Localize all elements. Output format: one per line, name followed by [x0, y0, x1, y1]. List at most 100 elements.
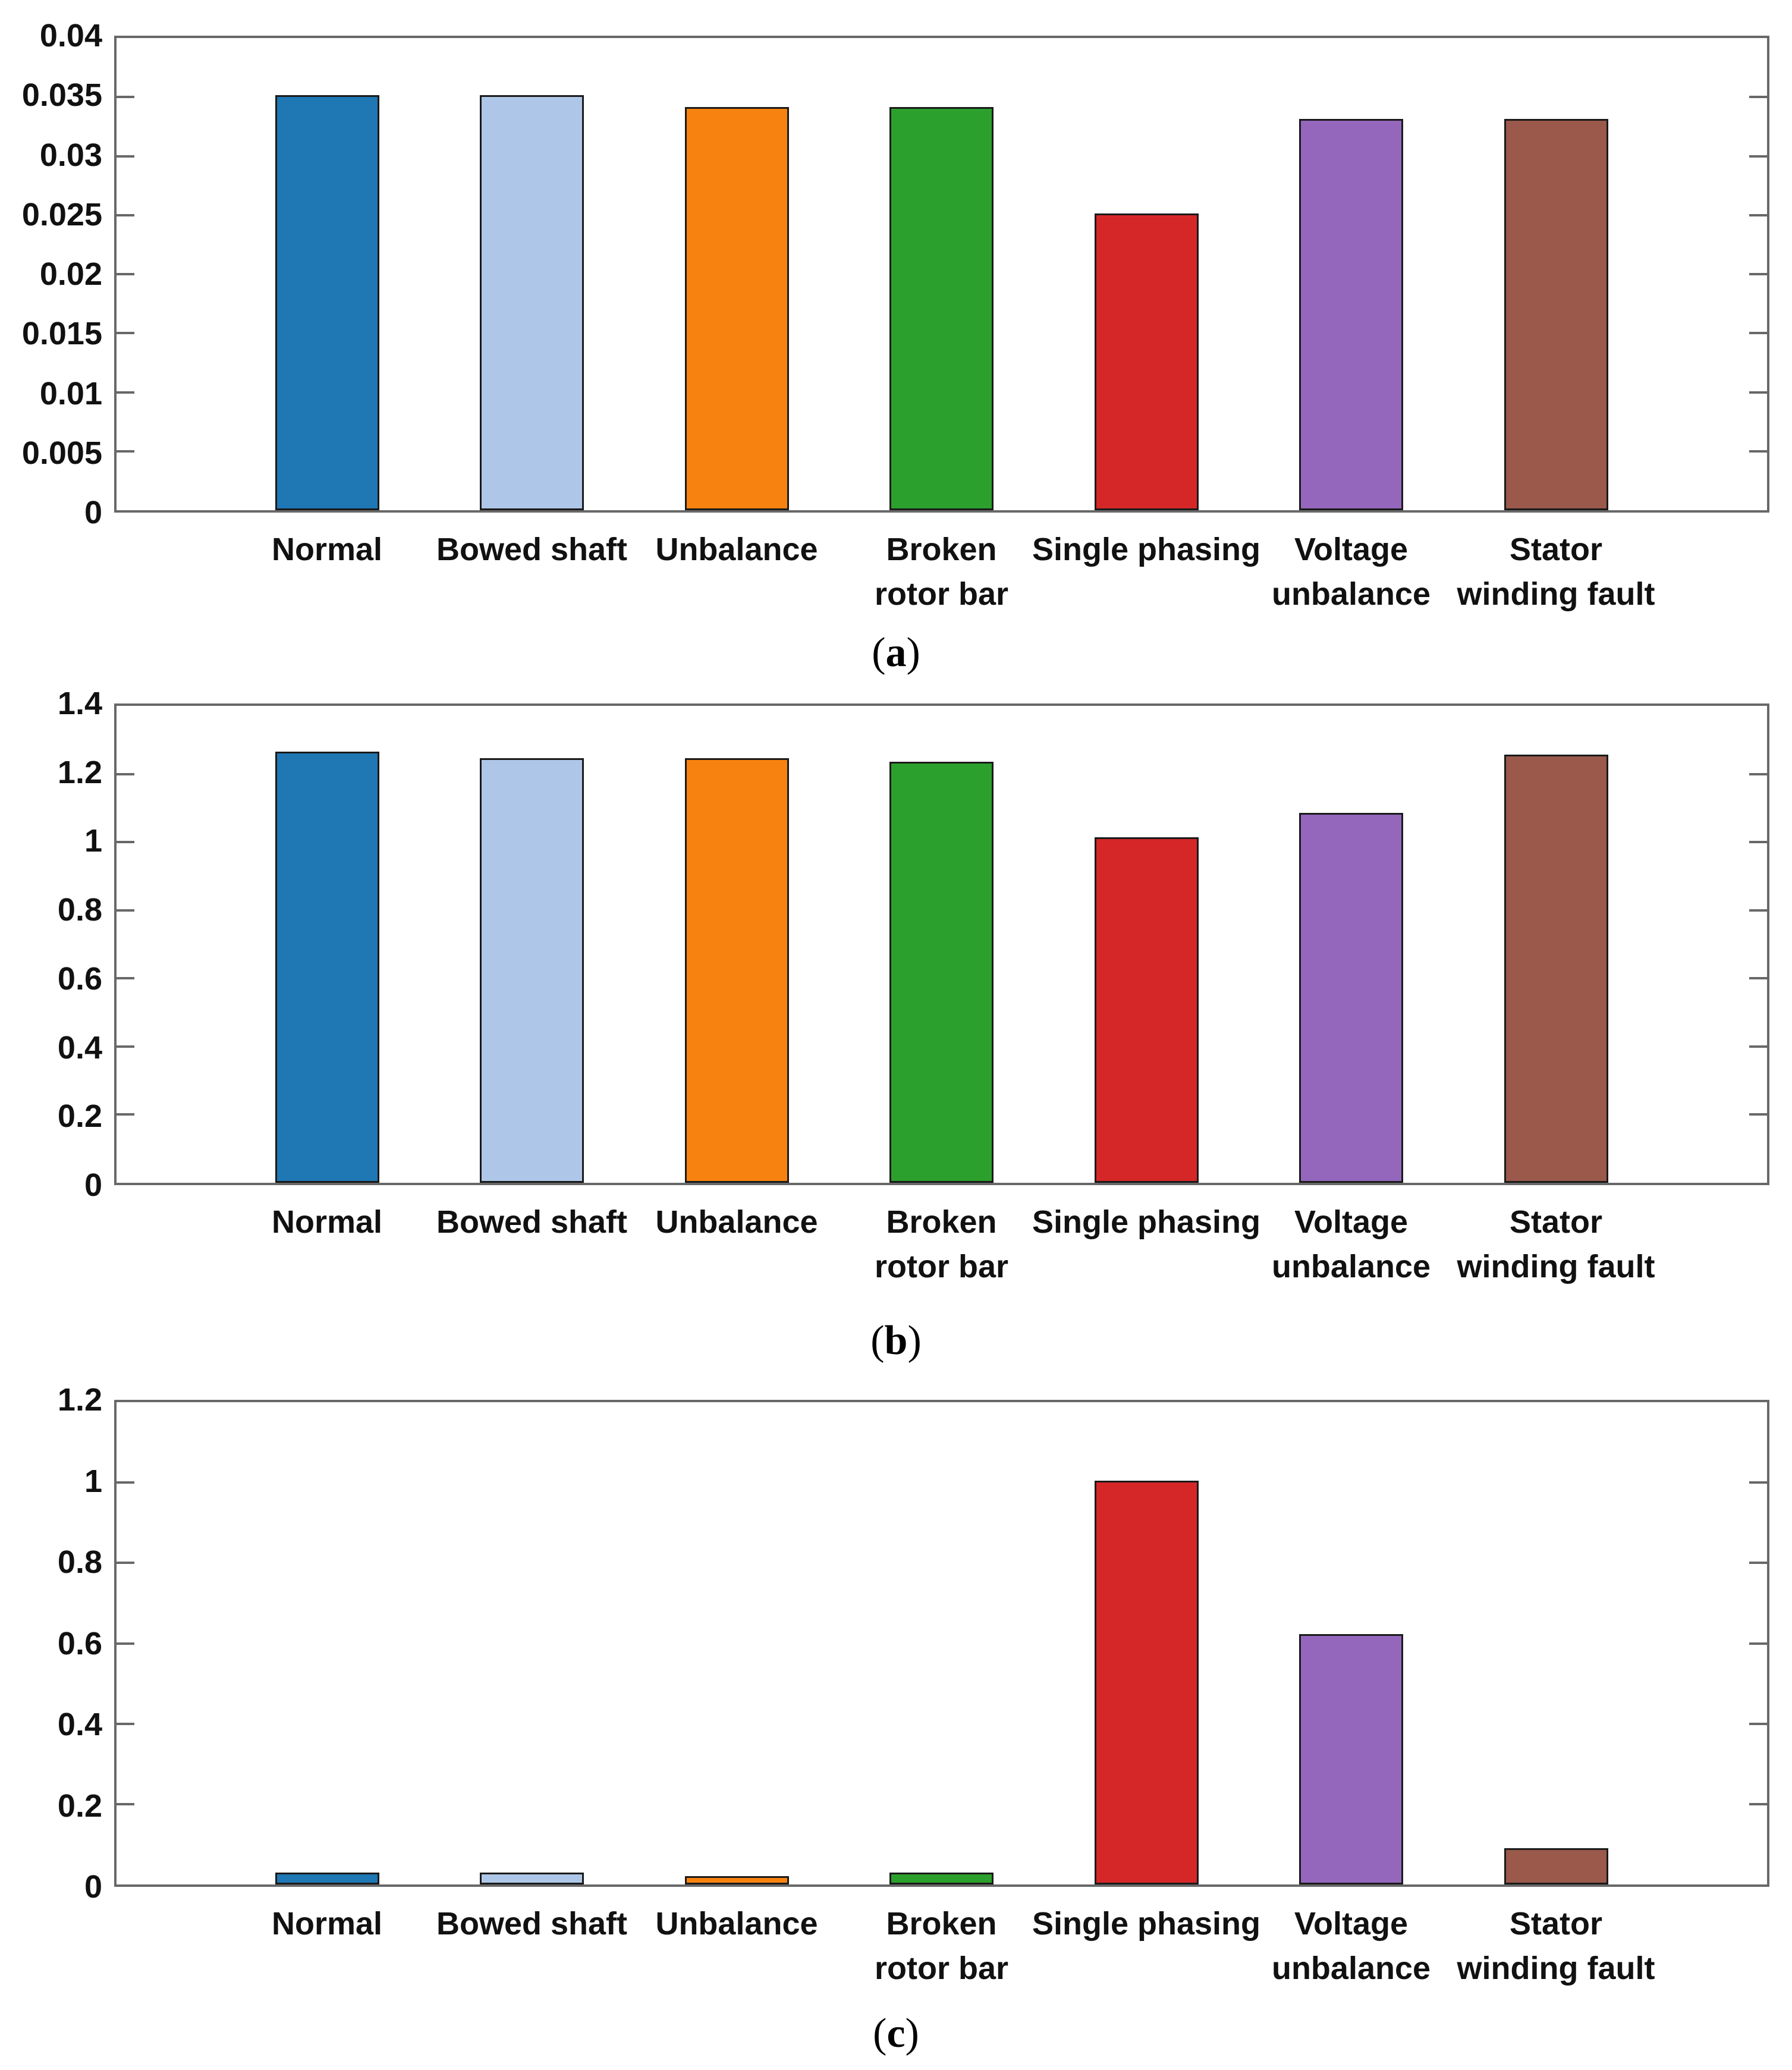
chart-a-xlabel-voltage-unbalance: Voltage unbalance: [1271, 532, 1431, 612]
chart-c-xlabel-single-phasing: Single phasing: [1032, 1906, 1261, 1942]
chart-c-ytick-label: 0.4: [57, 1707, 102, 1742]
chart-b-ytick-mark: [1749, 909, 1767, 912]
chart-a-bar-broken-rotor-bar: [889, 107, 994, 510]
chart-a-ytick-label: 0.03: [39, 137, 102, 173]
chart-a-ytick-label: 0.005: [21, 435, 102, 471]
chart-c-xlabel-broken-rotor-bar: Broken rotor bar: [874, 1906, 1009, 1986]
caption-paren-close: ): [907, 1318, 922, 1364]
chart-b-ytick-mark: [1749, 977, 1767, 979]
chart-a-bar-unbalance: [684, 107, 789, 510]
chart-a-plot-area: [114, 36, 1769, 513]
chart-c-ytick-mark: [1749, 1723, 1767, 1725]
chart-b-bar-broken-rotor-bar: [889, 762, 994, 1183]
chart-a-ytick-label: 0.04: [39, 18, 102, 54]
chart-b-ytick-label: 1.4: [57, 686, 102, 721]
chart-c-xlabel-normal: Normal: [271, 1906, 383, 1942]
chart-c-ytick-mark: [117, 1481, 134, 1484]
chart-b-ytick-mark: [117, 909, 134, 912]
chart-c-ytick-mark: [1749, 1481, 1767, 1484]
chart-c-caption: (c): [0, 2010, 1792, 2058]
chart-a-xlabel-stator-winding-fault: Stator winding fault: [1457, 532, 1655, 612]
chart-b-ytick-label: 1.2: [57, 754, 102, 790]
chart-c-ytick-label: 1.2: [57, 1382, 102, 1418]
chart-b-xlabel-bowed-shaft: Bowed shaft: [436, 1204, 628, 1240]
chart-b-ytick-label: 0.4: [57, 1029, 102, 1066]
chart-c-xlabel-voltage-unbalance: Voltage unbalance: [1271, 1906, 1431, 1986]
chart-a-bar-stator-winding-fault: [1504, 119, 1608, 510]
chart-a-xlabel-bowed-shaft: Bowed shaft: [436, 532, 628, 567]
chart-a-bar-voltage-unbalance: [1299, 119, 1403, 510]
chart-c-ytick-label: 1: [84, 1463, 102, 1499]
chart-b-ytick-mark: [117, 773, 134, 775]
chart-a-ytick-mark: [1749, 155, 1767, 158]
chart-b-ytick-mark: [1749, 841, 1767, 843]
chart-c-ytick-label: 0.8: [57, 1544, 102, 1580]
chart-c-ytick-label: 0.2: [57, 1788, 102, 1824]
chart-a-ytick-label: 0.02: [39, 256, 102, 292]
chart-b-plot-area: [114, 703, 1769, 1185]
chart-a-ytick-mark: [1749, 332, 1767, 334]
chart-c-xlabel-bowed-shaft: Bowed shaft: [436, 1906, 628, 1942]
chart-b-ytick-mark: [117, 841, 134, 843]
chart-b-xlabel-normal: Normal: [271, 1204, 383, 1240]
chart-b-bar-stator-winding-fault: [1504, 755, 1608, 1183]
chart-a-ytick-mark: [117, 273, 134, 275]
chart-c-plot-area: [114, 1400, 1769, 1887]
chart-c-xlabel-unbalance: Unbalance: [655, 1906, 818, 1942]
chart-b-ytick-mark: [117, 977, 134, 979]
chart-b-xlabel-broken-rotor-bar: Broken rotor bar: [874, 1204, 1009, 1284]
chart-b-ytick-label: 0.2: [57, 1098, 102, 1135]
chart-a-ytick-mark: [117, 391, 134, 394]
chart-b-ytick-mark: [117, 1045, 134, 1048]
chart-c-bar-bowed-shaft: [480, 1873, 584, 1884]
chart-a-ytick-label: 0.025: [21, 196, 102, 233]
chart-b-ytick-label: 0.8: [57, 892, 102, 928]
caption-letter: c: [886, 2011, 906, 2056]
chart-b-ytick-label: 1: [84, 823, 102, 859]
chart-a-xlabel-broken-rotor-bar: Broken rotor bar: [874, 532, 1009, 612]
chart-b-ytick-mark: [117, 1113, 134, 1116]
chart-b-ytick-mark: [1749, 1045, 1767, 1048]
chart-a-ytick-label: 0: [84, 495, 102, 530]
chart-b-caption: (b): [0, 1317, 1792, 1365]
chart-b-xlabel-voltage-unbalance: Voltage unbalance: [1271, 1204, 1431, 1284]
chart-a-ytick-mark: [117, 155, 134, 158]
caption-paren-open: (: [870, 1318, 885, 1364]
chart-a-ytick-label: 0.035: [21, 77, 102, 114]
caption-letter: a: [885, 630, 907, 676]
chart-a-xlabel-unbalance: Unbalance: [655, 532, 818, 567]
chart-b-bar-unbalance: [684, 758, 789, 1183]
chart-a-xlabel-single-phasing: Single phasing: [1032, 532, 1261, 567]
caption-paren-open: (: [873, 2011, 887, 2056]
chart-a-ytick-mark: [1749, 214, 1767, 216]
chart-c-ytick-mark: [1749, 1562, 1767, 1564]
chart-c-ytick-mark: [117, 1803, 134, 1805]
chart-a-ytick-mark: [117, 450, 134, 453]
chart-c-bar-single-phasing: [1094, 1481, 1199, 1884]
chart-b-ytick-mark: [1749, 1113, 1767, 1116]
chart-a-caption: (a): [0, 629, 1792, 677]
chart-c-bar-unbalance: [684, 1876, 789, 1884]
chart-c-bar-stator-winding-fault: [1504, 1848, 1608, 1884]
chart-c-bar-broken-rotor-bar: [889, 1873, 994, 1884]
chart-c-ytick-mark: [117, 1642, 134, 1645]
chart-b-ytick-label: 0: [84, 1167, 102, 1203]
chart-c-ytick-label: 0: [84, 1869, 102, 1905]
chart-b-xlabel-unbalance: Unbalance: [655, 1204, 818, 1240]
chart-b-bar-single-phasing: [1094, 837, 1199, 1183]
chart-a-ytick-mark: [1749, 391, 1767, 394]
chart-b-ytick-mark: [1749, 773, 1767, 775]
chart-c-ytick-mark: [1749, 1642, 1767, 1645]
chart-b-xlabel-stator-winding-fault: Stator winding fault: [1457, 1204, 1655, 1284]
chart-a-ytick-mark: [117, 214, 134, 216]
chart-a-bar-normal: [275, 95, 379, 510]
chart-a-bar-single-phasing: [1094, 213, 1199, 510]
chart-b-bar-voltage-unbalance: [1299, 813, 1403, 1183]
chart-a-ytick-label: 0.015: [21, 316, 102, 352]
caption-paren-close: ): [905, 2011, 919, 2056]
chart-a-ytick-mark: [117, 96, 134, 98]
caption-paren-open: (: [872, 630, 886, 676]
chart-a-ytick-mark: [117, 332, 134, 334]
caption-letter: b: [884, 1318, 908, 1364]
chart-a-ytick-mark: [1749, 450, 1767, 453]
